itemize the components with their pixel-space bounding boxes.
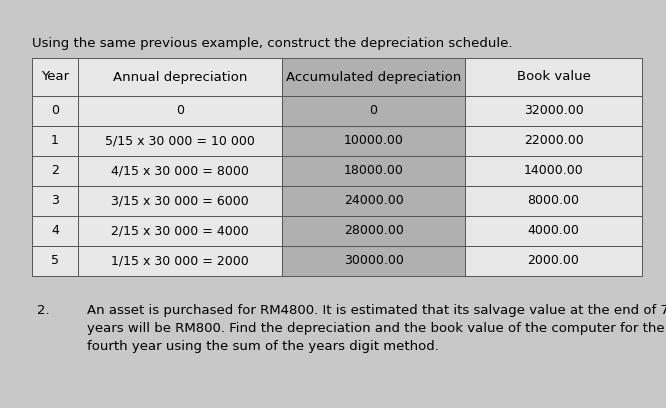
Text: An asset is purchased for RM4800. It is estimated that its salvage value at the : An asset is purchased for RM4800. It is …: [87, 304, 666, 317]
Bar: [465, 58, 642, 96]
Bar: [32, 156, 78, 186]
Text: 2: 2: [51, 164, 59, 177]
Bar: [465, 216, 642, 246]
Text: Accumulated depreciation: Accumulated depreciation: [286, 71, 462, 84]
Bar: [282, 126, 465, 156]
Bar: [282, 216, 465, 246]
Bar: [78, 156, 282, 186]
Bar: [78, 58, 282, 96]
Text: Year: Year: [41, 71, 69, 84]
Text: 5: 5: [51, 255, 59, 268]
Bar: [465, 246, 642, 276]
Text: 22000.00: 22000.00: [523, 135, 583, 148]
Bar: [282, 186, 465, 216]
Text: Using the same previous example, construct the depreciation schedule.: Using the same previous example, constru…: [32, 37, 513, 50]
Bar: [78, 246, 282, 276]
Text: 3: 3: [51, 195, 59, 208]
Text: 3/15 x 30 000 = 6000: 3/15 x 30 000 = 6000: [111, 195, 249, 208]
Text: 4: 4: [51, 224, 59, 237]
Bar: [282, 96, 465, 126]
Bar: [32, 216, 78, 246]
Text: 8000.00: 8000.00: [527, 195, 579, 208]
Text: 14000.00: 14000.00: [523, 164, 583, 177]
Text: years will be RM800. Find the depreciation and the book value of the computer fo: years will be RM800. Find the depreciati…: [87, 322, 665, 335]
Text: 0: 0: [51, 104, 59, 118]
Text: fourth year using the sum of the years digit method.: fourth year using the sum of the years d…: [87, 340, 439, 353]
Bar: [78, 126, 282, 156]
Bar: [282, 246, 465, 276]
Text: 5/15 x 30 000 = 10 000: 5/15 x 30 000 = 10 000: [105, 135, 255, 148]
Bar: [282, 156, 465, 186]
Text: 30000.00: 30000.00: [344, 255, 404, 268]
Text: 32000.00: 32000.00: [523, 104, 583, 118]
Text: 4000.00: 4000.00: [527, 224, 579, 237]
Bar: [282, 58, 465, 96]
Text: 28000.00: 28000.00: [344, 224, 404, 237]
Bar: [32, 96, 78, 126]
Text: 24000.00: 24000.00: [344, 195, 404, 208]
Bar: [465, 96, 642, 126]
Bar: [78, 186, 282, 216]
Bar: [32, 186, 78, 216]
Text: 18000.00: 18000.00: [344, 164, 404, 177]
Text: 1: 1: [51, 135, 59, 148]
Bar: [78, 96, 282, 126]
Bar: [465, 126, 642, 156]
Text: 4/15 x 30 000 = 8000: 4/15 x 30 000 = 8000: [111, 164, 249, 177]
Bar: [78, 216, 282, 246]
Bar: [32, 246, 78, 276]
Bar: [32, 126, 78, 156]
Text: 2000.00: 2000.00: [527, 255, 579, 268]
Text: 2/15 x 30 000 = 4000: 2/15 x 30 000 = 4000: [111, 224, 249, 237]
Bar: [32, 58, 78, 96]
Bar: [465, 186, 642, 216]
Text: Annual depreciation: Annual depreciation: [113, 71, 247, 84]
Text: 0: 0: [176, 104, 184, 118]
Text: 1/15 x 30 000 = 2000: 1/15 x 30 000 = 2000: [111, 255, 249, 268]
Text: 0: 0: [370, 104, 378, 118]
Text: 2.: 2.: [37, 304, 50, 317]
Text: Book value: Book value: [517, 71, 591, 84]
Bar: [465, 156, 642, 186]
Text: 10000.00: 10000.00: [344, 135, 404, 148]
